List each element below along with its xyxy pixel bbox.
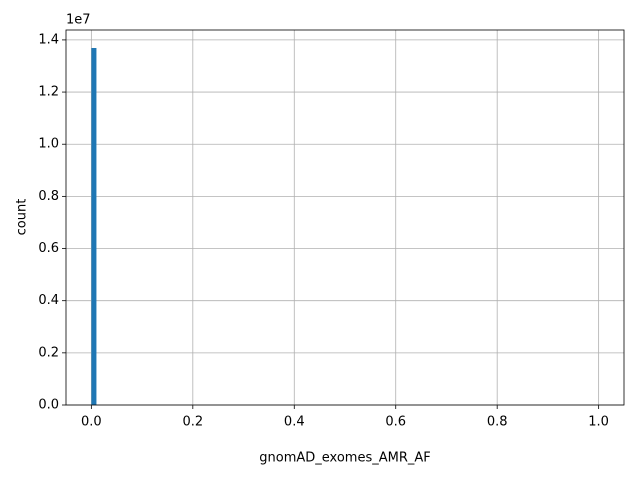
y-tick-label: 0.2 xyxy=(38,345,59,360)
x-tick-label: 0.6 xyxy=(385,415,406,430)
y-tick-label: 1.0 xyxy=(38,137,59,152)
y-tick-label: 0.6 xyxy=(38,241,59,256)
y-axis-label: count xyxy=(15,199,30,236)
x-tick-label: 0.8 xyxy=(487,415,508,430)
x-axis-label: gnomAD_exomes_AMR_AF xyxy=(259,451,430,466)
x-tick-label: 0.0 xyxy=(81,415,102,430)
y-tick-label: 1.4 xyxy=(38,32,59,47)
y-tick-label: 0.0 xyxy=(38,398,59,413)
x-tick-label: 0.2 xyxy=(182,415,203,430)
y-tick-label: 0.4 xyxy=(38,293,59,308)
y-tick-label: 0.8 xyxy=(38,189,59,204)
axes-frame xyxy=(65,29,625,406)
bar xyxy=(91,47,97,405)
y-tick-label: 1.2 xyxy=(38,85,59,100)
y-offset-label: 1e7 xyxy=(66,13,91,28)
x-tick-label: 0.4 xyxy=(284,415,305,430)
x-tick-label: 1.0 xyxy=(588,415,609,430)
